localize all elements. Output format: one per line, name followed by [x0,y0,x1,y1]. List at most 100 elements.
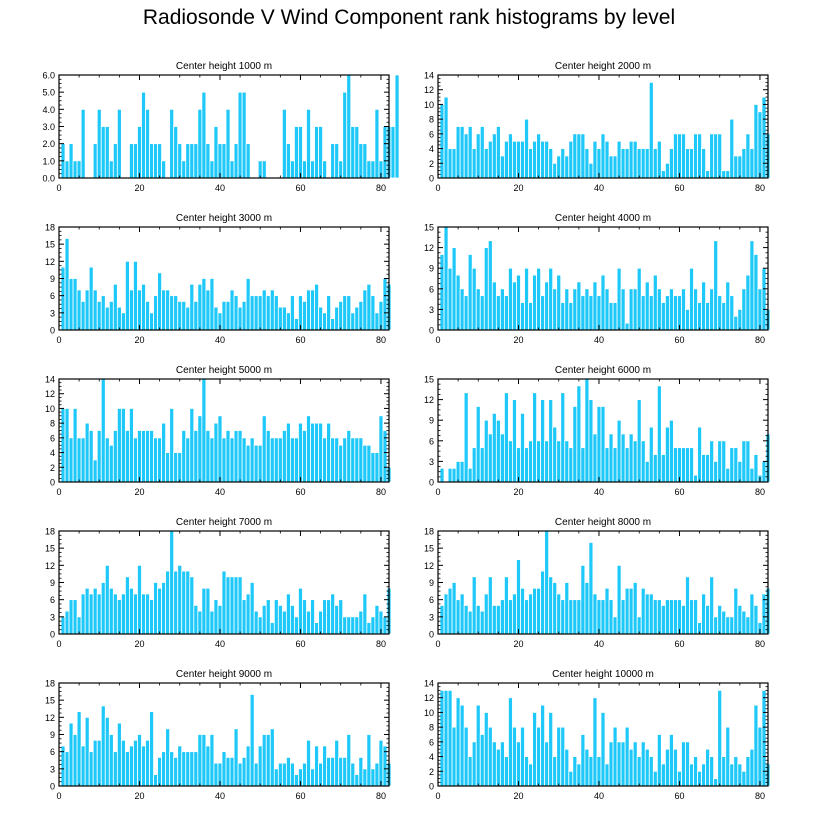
bar [520,726,525,787]
bar [153,295,158,331]
bar [96,108,102,179]
bar [459,704,465,787]
bar [129,587,134,635]
bar [285,756,291,787]
bar [137,289,142,331]
bar [576,599,582,635]
bar [84,587,90,635]
y-tick-label: 6 [50,291,55,301]
bar [302,599,307,635]
bar [624,148,630,179]
x-tick-label: 60 [295,791,305,801]
y-tick-label: 3 [50,612,55,622]
x-tick-label: 40 [594,335,604,345]
bar [467,254,473,331]
bar [504,756,509,787]
bar [306,108,311,179]
bar [153,774,158,787]
bar [261,289,267,331]
bar [757,288,763,331]
bar [664,599,670,635]
histogram-panel-9: Center height 9000 m 0 3 6 9 12 15 18 0 20 40 60 80 [45,669,392,801]
bar [693,288,698,331]
bar [556,593,562,635]
bar [64,160,70,179]
bar [717,689,723,787]
bar [487,433,493,483]
bar [298,587,303,635]
y-tick-label: 9 [50,274,55,284]
bar [463,726,469,787]
bar [265,734,271,787]
bar [568,770,574,787]
bar [281,430,287,483]
bar [60,266,66,331]
bar [217,415,223,483]
bar [660,170,666,179]
bar [213,306,219,331]
bar [338,756,344,787]
bar [753,104,759,179]
y-tick-label: 3 [429,457,434,467]
bar [757,111,763,179]
x-tick-label: 80 [755,791,765,801]
bar [568,599,574,635]
bar [366,734,372,787]
bar [133,260,138,331]
bar [459,460,465,483]
y-tick-label: 2 [429,159,434,169]
bar [125,260,130,331]
bar [544,741,550,787]
bar [281,762,287,787]
bar [600,406,606,483]
bar [439,104,445,179]
bar [370,160,376,179]
bar [729,295,735,331]
bar [451,148,457,179]
histogram-panel-10: Center height 10000 m 0 2 4 6 8 10 12 14 0 20 40 60 8… [424,669,771,801]
bar [483,148,489,179]
bar [189,751,195,787]
y-tick-label: 6 [429,595,434,605]
bar [249,295,255,331]
bar [455,126,461,179]
bar [350,312,356,331]
bar [185,306,191,331]
bar [580,564,586,635]
bar [133,143,138,179]
bar [628,748,634,787]
panel-title: Center height 9000 m [176,669,272,680]
bar [233,430,239,483]
bar [524,599,529,635]
bar [374,762,380,787]
y-tick-label: 14 [45,375,55,385]
y-tick-label: 12 [424,243,434,253]
bar [717,133,723,179]
bar [741,770,747,787]
y-tick-label: 6.0 [42,71,55,81]
bar [479,295,485,331]
bar [632,741,638,787]
bar [660,302,666,331]
bar [197,415,203,483]
x-tick-label: 40 [594,183,604,193]
bar [499,741,505,787]
bar [290,762,295,787]
bar [145,108,150,179]
bar [100,378,106,483]
bar [520,140,525,179]
bar [338,599,344,635]
bar [213,422,219,483]
bar [604,587,610,635]
bar [624,322,630,331]
bar [584,288,590,331]
bar [528,763,533,787]
bar [177,745,183,787]
x-tick-label: 0 [56,335,61,345]
bar [725,616,731,635]
bar [189,576,195,635]
bar [536,133,542,179]
bar [532,274,537,331]
histogram-panel-6: Center height 6000 m 0 3 6 9 12 15 0 20 40 60 80 [424,365,771,497]
bar [761,96,767,179]
